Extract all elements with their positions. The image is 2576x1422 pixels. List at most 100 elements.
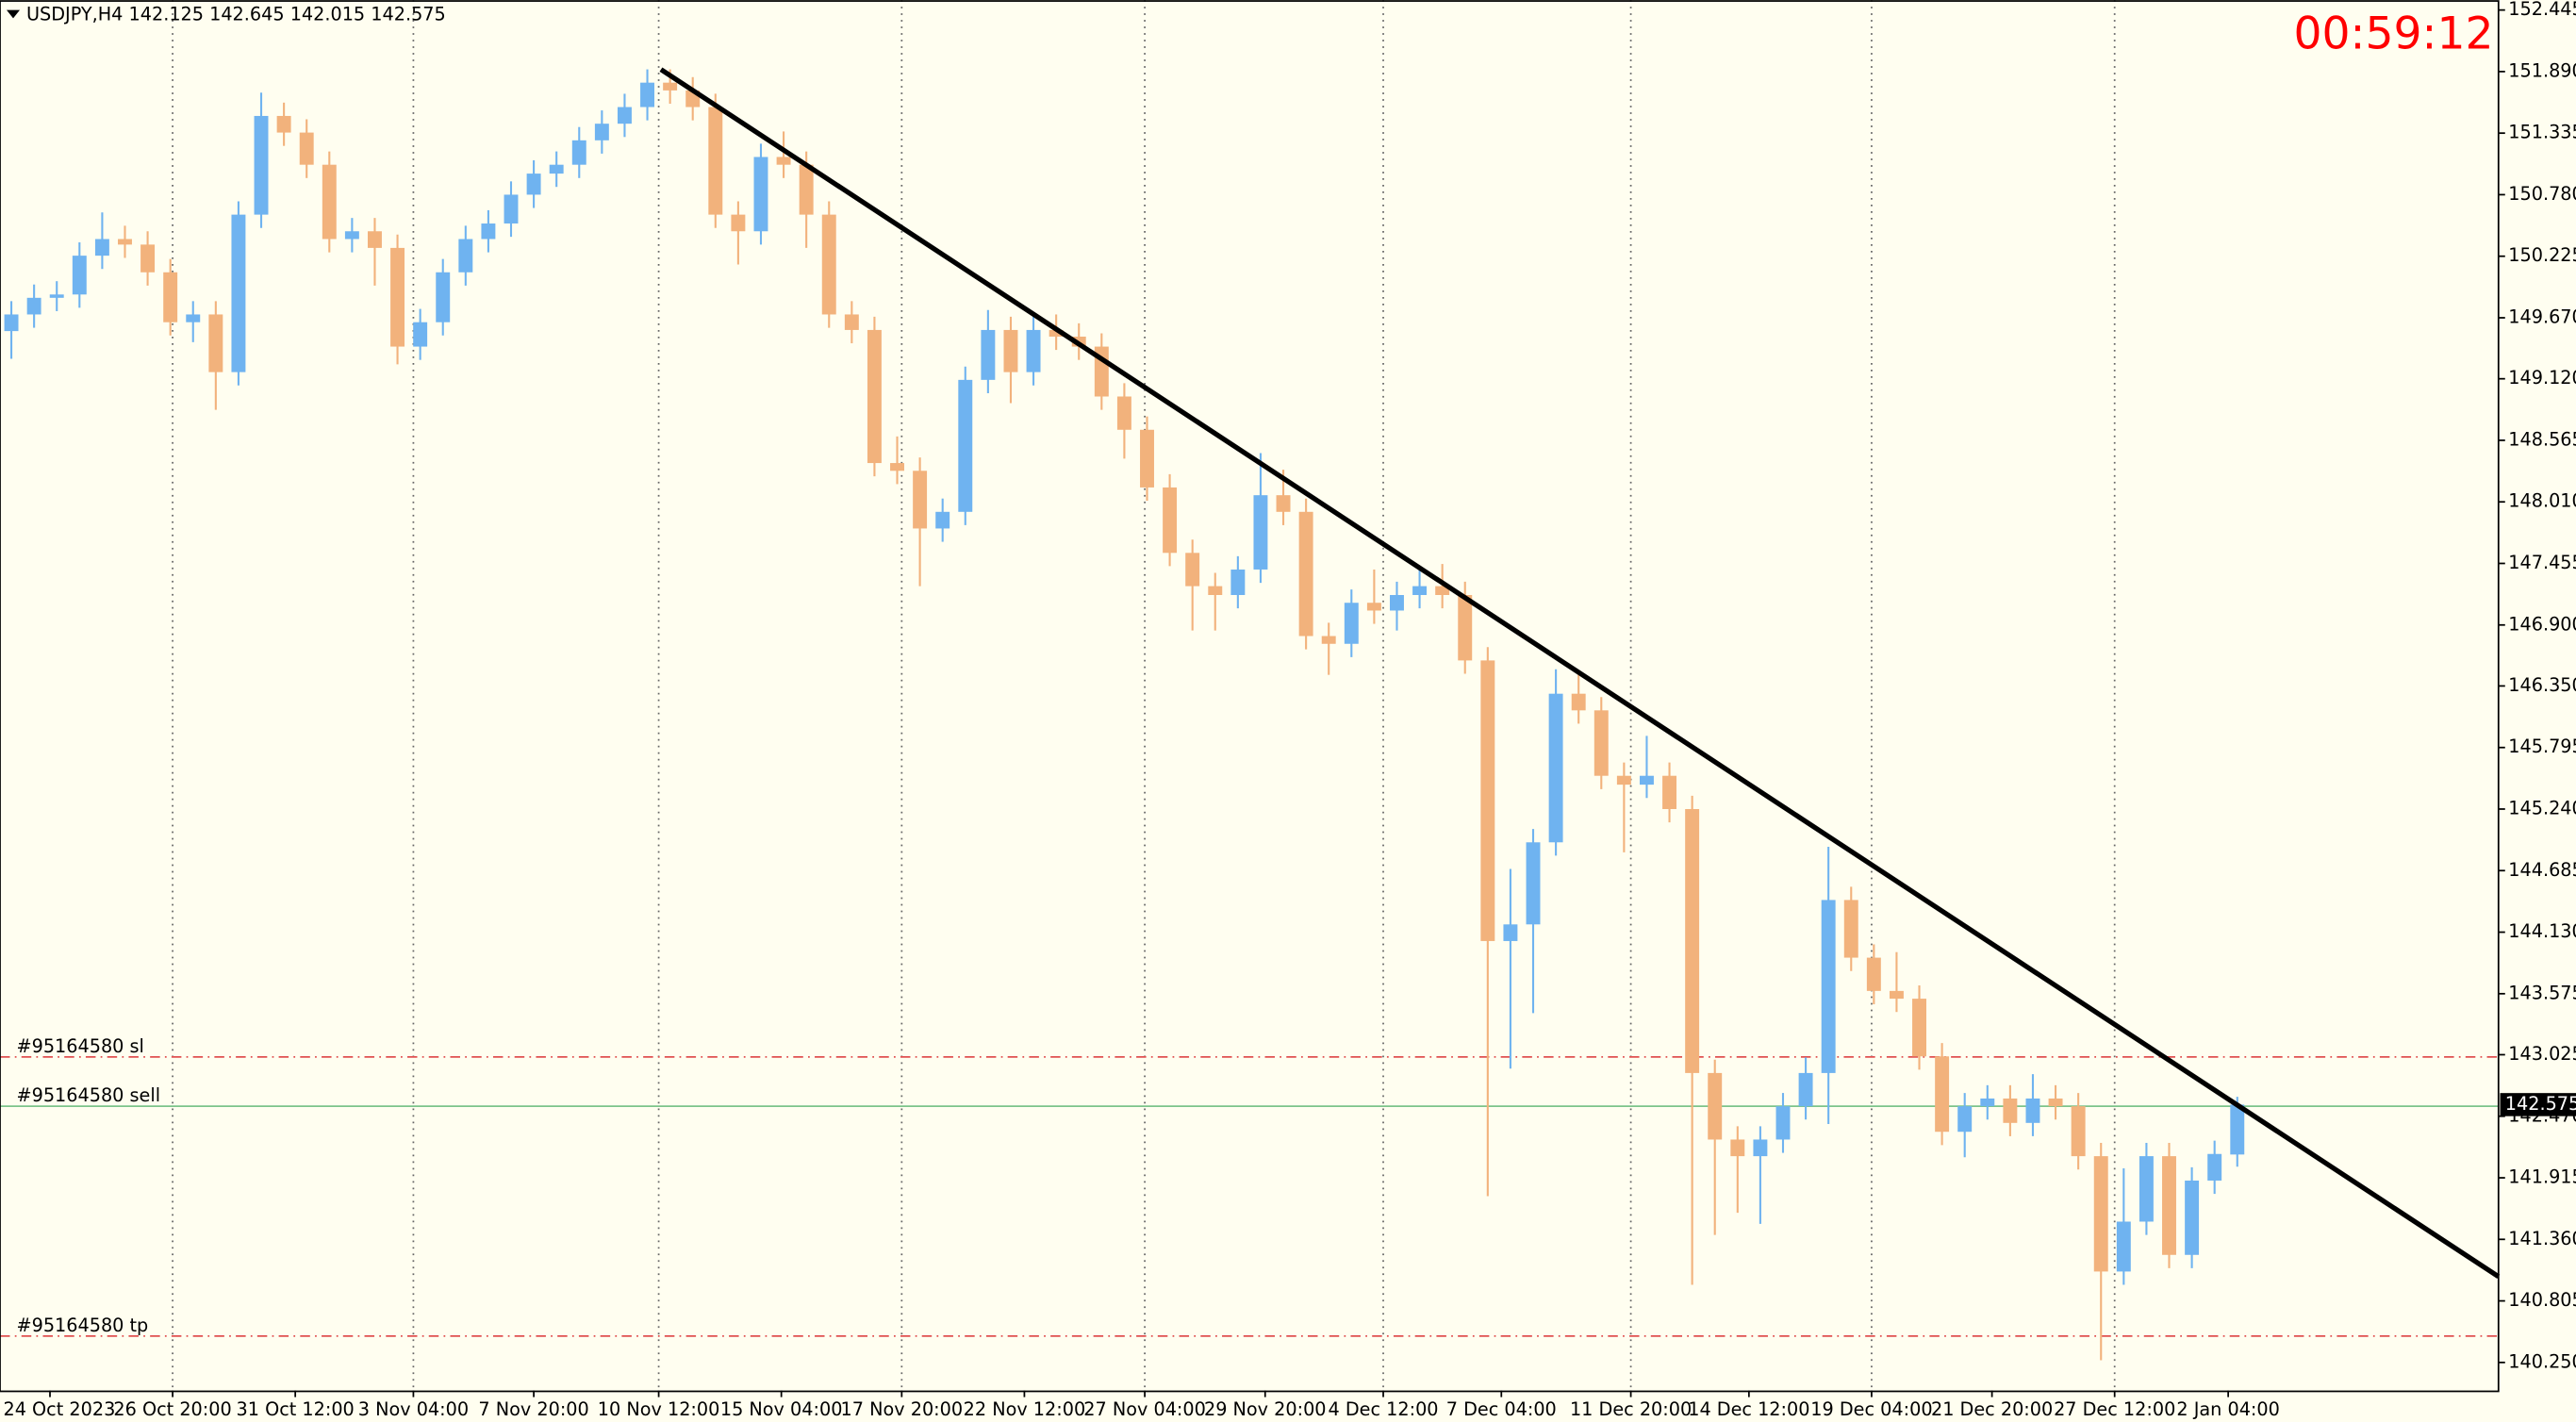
x-tick-label: 21 Dec 20:00: [1931, 1398, 2053, 1420]
candle-body: [2003, 1098, 2018, 1123]
candle-body: [1185, 553, 1200, 587]
candle-body: [617, 107, 632, 124]
candle-body: [4, 314, 19, 332]
x-tick-label: 26 Oct 20:00: [113, 1398, 231, 1420]
candle-body: [254, 115, 269, 215]
candle-body: [1866, 957, 1881, 991]
y-tick-label: 150.225: [2508, 244, 2576, 266]
x-tick-label: 11 Dec 20:00: [1570, 1398, 1692, 1420]
candle-body: [49, 294, 64, 298]
y-tick-label: 144.130: [2508, 920, 2576, 942]
candle-body: [1708, 1072, 1723, 1140]
candle-body: [549, 164, 564, 174]
plot-frame: [0, 0, 2500, 1393]
candle-body: [390, 247, 405, 347]
x-tick-label: 14 Dec 12:00: [1688, 1398, 1809, 1420]
candle-body: [1912, 999, 1926, 1057]
candle-body: [708, 107, 723, 215]
plot-area: #95164580 sl #95164580 sell #95164580 tp: [0, 0, 2501, 1391]
candle-body: [322, 164, 337, 240]
candle-body: [1798, 1072, 1813, 1107]
candle-body: [1935, 1056, 1950, 1133]
candle-body: [1026, 329, 1041, 372]
candle-body: [2071, 1106, 2086, 1157]
order-label: #95164580 tp: [16, 1315, 148, 1336]
order-label: #95164580 sell: [16, 1084, 160, 1106]
candle-body: [2116, 1221, 2131, 1272]
candle-body: [935, 511, 950, 529]
candle-body: [2230, 1104, 2245, 1155]
candle-body: [1208, 586, 1223, 596]
symbol-menu-icon[interactable]: [6, 9, 20, 19]
candle-body: [1503, 924, 1518, 941]
y-tick-label: 150.780: [2508, 183, 2576, 205]
candle-body: [1593, 710, 1609, 776]
x-tick-label: 2 Jan 04:00: [2176, 1398, 2279, 1420]
candle-body: [208, 314, 223, 372]
x-tick-label: 29 Nov 20:00: [1204, 1398, 1327, 1420]
y-tick-label: 143.575: [2508, 982, 2576, 1003]
candle-body: [1821, 900, 1836, 1073]
candle-body: [799, 164, 814, 215]
candle-body: [1321, 636, 1336, 644]
candle-body: [890, 463, 904, 471]
candle-body: [753, 157, 768, 232]
candle-body: [344, 231, 359, 240]
candle-body: [1366, 603, 1381, 611]
last-price-box: [2500, 1093, 2576, 1116]
candle-body: [663, 82, 678, 91]
candle-body: [1344, 603, 1359, 644]
candle-body: [1003, 329, 1018, 372]
candle-body: [186, 314, 201, 322]
candle-body: [2138, 1156, 2154, 1222]
candle-body: [231, 214, 246, 372]
candle-body: [913, 471, 928, 529]
x-tick-label: 22 Nov 12:00: [964, 1398, 1086, 1420]
y-tick-label: 148.565: [2508, 428, 2576, 450]
y-tick-label: 147.455: [2508, 552, 2576, 573]
candle-body: [1412, 586, 1428, 596]
candle-body: [958, 379, 973, 512]
x-tick-label: 31 Oct 12:00: [237, 1398, 355, 1420]
y-tick-label: 140.805: [2508, 1289, 2576, 1311]
x-tick-label: 15 Nov 04:00: [720, 1398, 843, 1420]
candle-body: [413, 322, 428, 347]
candle-body: [1616, 775, 1631, 785]
y-tick-label: 152.445: [2508, 0, 2576, 20]
candle-body: [2185, 1180, 2200, 1255]
candle-body: [368, 231, 382, 248]
candle-body: [1980, 1098, 1995, 1107]
x-tick-label: 17 Nov 20:00: [841, 1398, 964, 1420]
candle-body: [1480, 660, 1495, 941]
y-tick-label: 148.010: [2508, 490, 2576, 512]
candle-body: [2093, 1156, 2108, 1272]
candle-body: [1230, 569, 1246, 596]
x-tick-label: 19 Dec 04:00: [1810, 1398, 1932, 1420]
candle-body: [1116, 396, 1131, 430]
y-tick-label: 151.335: [2508, 122, 2576, 143]
candle-body: [2048, 1098, 2063, 1107]
candle-timer: 00:59:12: [2293, 8, 2493, 60]
y-tick-label: 146.900: [2508, 613, 2576, 635]
candle-body: [118, 239, 132, 245]
chart-header: USDJPY,H4 142.125 142.645 142.015 142.57…: [26, 3, 446, 25]
y-tick-label: 149.670: [2508, 306, 2576, 327]
y-tick-label: 141.915: [2508, 1166, 2576, 1188]
candle-body: [436, 272, 451, 322]
candle-body: [981, 329, 996, 380]
candle-body: [2162, 1156, 2176, 1255]
candle-body: [1049, 329, 1064, 337]
candle-body: [1298, 511, 1313, 637]
x-tick-label: 27 Nov 04:00: [1083, 1398, 1206, 1420]
candle-body: [1889, 990, 1904, 1000]
candle-body: [1548, 693, 1563, 843]
candle-body: [1526, 842, 1541, 925]
candle-body: [1685, 808, 1700, 1073]
y-tick-label: 145.795: [2508, 736, 2576, 757]
candle-body: [1140, 429, 1154, 488]
candle-body: [1730, 1139, 1745, 1157]
y-tick-label: 140.250: [2508, 1350, 2576, 1372]
candle-body: [776, 157, 791, 165]
candle-body: [458, 239, 473, 273]
